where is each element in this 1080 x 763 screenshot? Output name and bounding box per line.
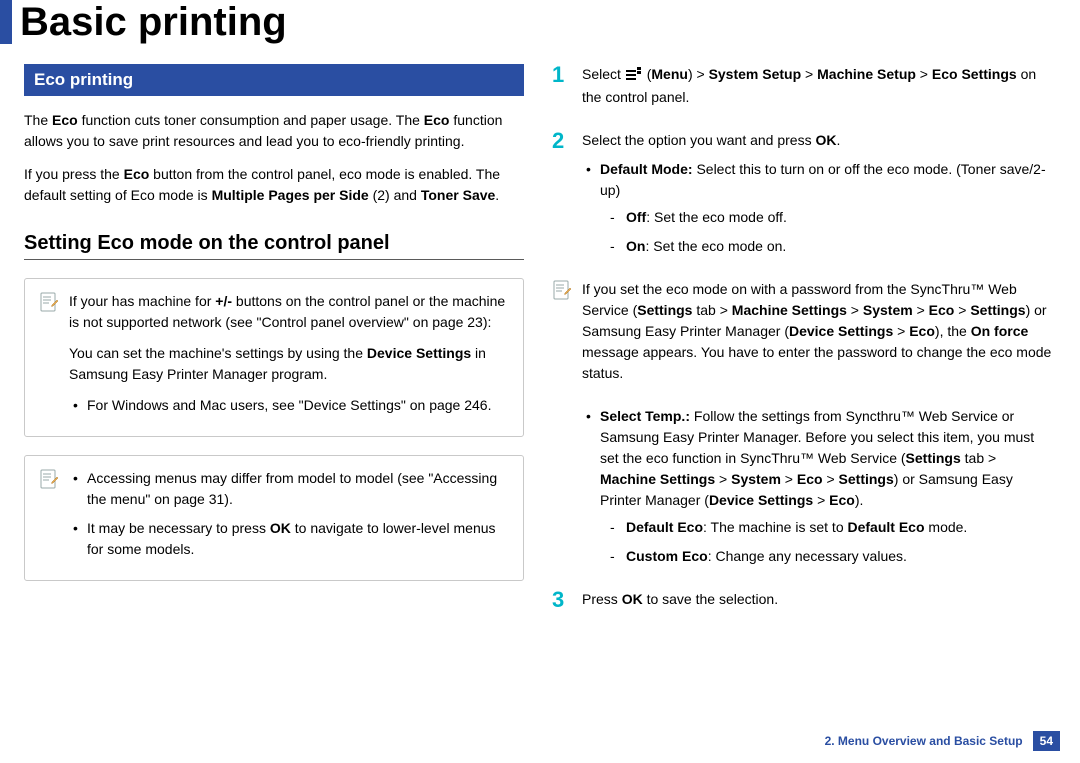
intro-paragraph-1: The Eco function cuts toner consumption … (24, 110, 524, 152)
dash-default-eco: Default Eco: The machine is set to Defau… (600, 517, 1052, 538)
dash-off: Off: Set the eco mode off. (600, 207, 1052, 228)
content-columns: Eco printing The Eco function cuts toner… (0, 64, 1080, 632)
step-1-text: Select (Menu) > System Setup > Machine S… (582, 64, 1052, 108)
section-heading-band: Eco printing (24, 64, 524, 96)
page-title-container: Basic printing (0, 0, 1080, 44)
inline-note: If you set the eco mode on with a passwo… (552, 279, 1052, 384)
subheading: Setting Eco mode on the control panel (24, 232, 524, 255)
note-pencil-icon (39, 291, 59, 424)
step-2-continued: Select Temp.: Follow the settings from S… (552, 406, 1052, 575)
step-1: 1 Select (Menu) > System Setup > Machine (552, 64, 1052, 116)
note-2-content: Accessing menus may differ from model to… (69, 468, 509, 568)
note2-bullet-2: It may be necessary to press OK to navig… (69, 518, 509, 560)
note1-p2: You can set the machine's settings by us… (69, 343, 509, 385)
note1-bullet: For Windows and Mac users, see "Device S… (69, 395, 509, 416)
step-3-text: Press OK to save the selection. (582, 589, 1052, 610)
step-3-body: Press OK to save the selection. (582, 589, 1052, 618)
note1-p1: If your has machine for +/- buttons on t… (69, 291, 509, 333)
title-accent-bar (0, 0, 12, 44)
intro-paragraph-2: If you press the Eco button from the con… (24, 164, 524, 206)
page-title: Basic printing (12, 0, 287, 44)
note-pencil-icon (39, 468, 59, 568)
dash-on: On: Set the eco mode on. (600, 236, 1052, 257)
note-pencil-icon (552, 279, 572, 384)
step-number: 3 (552, 589, 570, 618)
left-column: Eco printing The Eco function cuts toner… (24, 64, 524, 632)
note-box-2: Accessing menus may differ from model to… (24, 455, 524, 581)
step-2-intro: Select the option you want and press OK. (582, 130, 1052, 151)
step-2-body: Select the option you want and press OK.… (582, 130, 1052, 265)
step-2-default-mode: Default Mode: Select this to turn on or … (582, 159, 1052, 257)
select-temp-text: Select Temp.: Follow the settings from S… (600, 408, 1034, 508)
menu-glyph-icon (625, 66, 643, 87)
footer-chapter: 2. Menu Overview and Basic Setup (825, 734, 1023, 748)
page-footer: 2. Menu Overview and Basic Setup 54 (825, 731, 1060, 751)
step-1-prefix: Select (582, 66, 625, 82)
step-2b-body: Select Temp.: Follow the settings from S… (582, 406, 1052, 575)
note2-bullet-1: Accessing menus may differ from model to… (69, 468, 509, 510)
step-number: 1 (552, 64, 570, 116)
step-number-spacer (552, 406, 570, 575)
inline-note-text: If you set the eco mode on with a passwo… (582, 279, 1052, 384)
subheading-rule (24, 259, 524, 260)
step-1-body: Select (Menu) > System Setup > Machine S… (582, 64, 1052, 116)
step-1-rest: (Menu) > System Setup > Machine Setup > … (582, 66, 1036, 105)
step-3: 3 Press OK to save the selection. (552, 589, 1052, 618)
step-number: 2 (552, 130, 570, 265)
dash-custom-eco: Custom Eco: Change any necessary values. (600, 546, 1052, 567)
footer-page-number: 54 (1033, 731, 1060, 751)
right-column: 1 Select (Menu) > System Setup > Machine (552, 64, 1052, 632)
note-1-content: If your has machine for +/- buttons on t… (69, 291, 509, 424)
select-temp-bullet: Select Temp.: Follow the settings from S… (582, 406, 1052, 567)
step-2: 2 Select the option you want and press O… (552, 130, 1052, 265)
default-mode-text: Default Mode: Select this to turn on or … (600, 161, 1046, 198)
note-box-1: If your has machine for +/- buttons on t… (24, 278, 524, 437)
